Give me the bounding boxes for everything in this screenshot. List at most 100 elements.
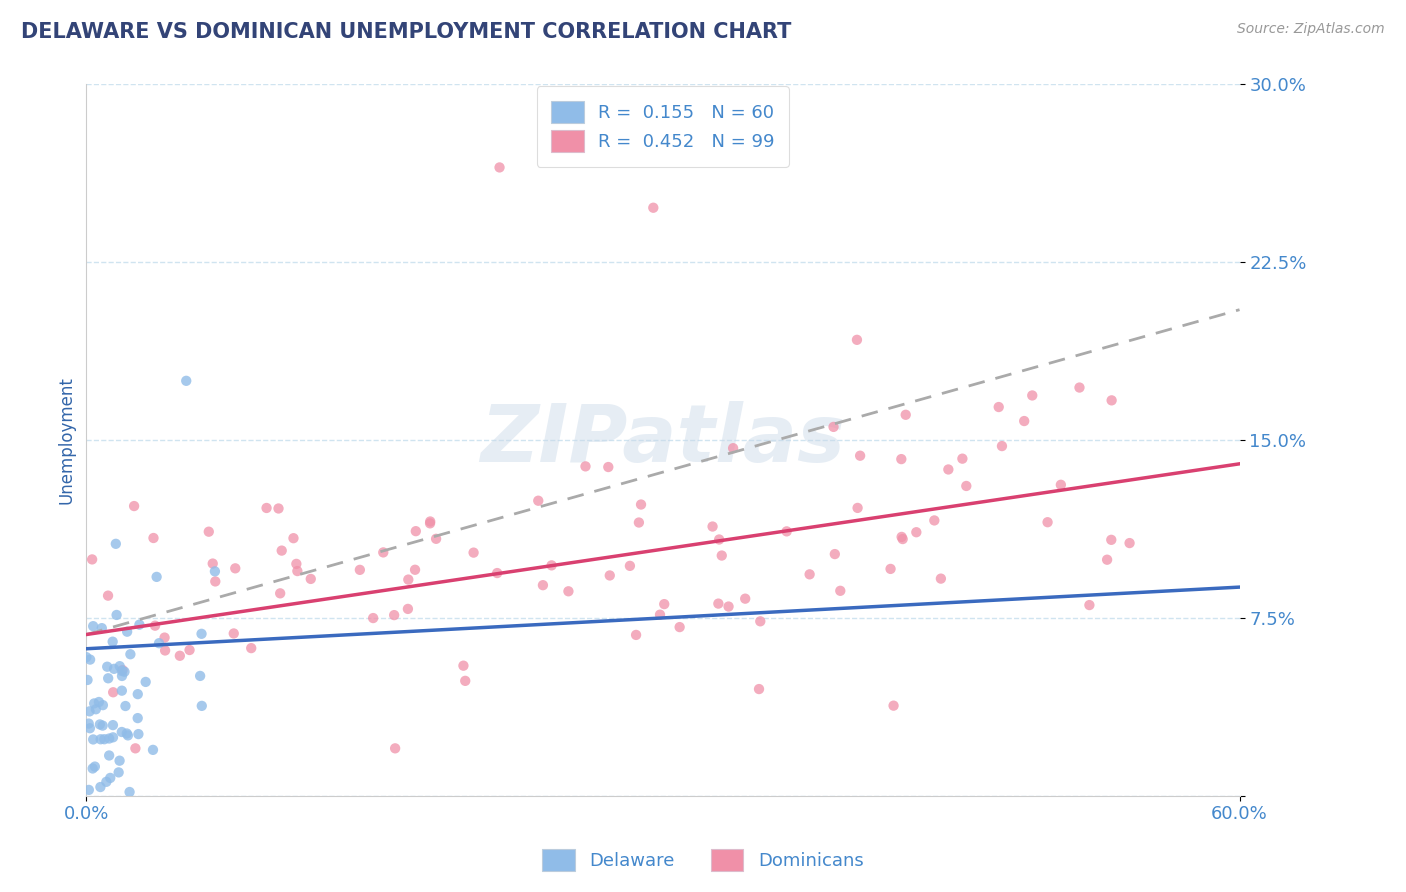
Point (891, 532, 914, 546)
Point (1036, 515, 1059, 529)
Point (107, 765, 129, 780)
Point (256, 500, 278, 515)
Point (90, 732, 112, 747)
Point (883, 698, 905, 713)
Text: ZIPatlas: ZIPatlas (481, 401, 845, 479)
Point (82, 732, 104, 747)
Point (197, 524, 219, 539)
Point (108, 659, 131, 673)
Point (148, 636, 170, 650)
Point (191, 698, 214, 713)
Point (179, 643, 201, 657)
Point (955, 479, 977, 493)
Point (652, 597, 675, 611)
Point (101, 685, 124, 699)
Point (425, 532, 447, 546)
Point (349, 563, 371, 577)
Point (267, 501, 290, 516)
Point (79, 652, 101, 666)
Point (1021, 388, 1043, 402)
Point (938, 462, 960, 476)
Point (240, 641, 263, 656)
Point (734, 591, 756, 606)
Point (111, 663, 134, 677)
Point (97, 589, 120, 603)
Point (361, 611, 384, 625)
Point (419, 516, 441, 531)
Point (82, 552, 104, 566)
Point (710, 549, 733, 563)
Point (299, 572, 322, 586)
Point (627, 516, 650, 530)
Point (270, 543, 292, 558)
Point (748, 681, 770, 696)
Point (77, 783, 100, 797)
Point (127, 711, 149, 725)
Point (702, 519, 724, 533)
Point (143, 618, 166, 632)
Point (599, 568, 621, 582)
Point (384, 741, 406, 756)
Point (98, 748, 121, 763)
Point (90, 621, 112, 635)
Point (846, 500, 869, 515)
Point (382, 608, 405, 623)
Legend: Delaware, Dominicans: Delaware, Dominicans (536, 842, 870, 879)
Point (540, 558, 562, 573)
Point (114, 665, 136, 679)
Point (929, 572, 952, 586)
Point (396, 602, 419, 616)
Point (96, 659, 118, 673)
Point (82, 762, 104, 776)
Point (987, 400, 1010, 414)
Point (890, 452, 912, 467)
Point (76, 673, 98, 687)
Point (91, 718, 114, 732)
Point (83, 697, 105, 711)
Point (454, 673, 477, 688)
Point (79, 704, 101, 718)
Point (190, 627, 212, 641)
Point (879, 562, 901, 576)
Text: DELAWARE VS DOMINICAN UNEMPLOYMENT CORRELATION CHART: DELAWARE VS DOMINICAN UNEMPLOYMENT CORRE… (21, 22, 792, 42)
Point (111, 669, 134, 683)
Point (823, 420, 845, 434)
Point (419, 515, 441, 529)
Point (1078, 598, 1101, 612)
Point (115, 726, 138, 740)
Point (104, 537, 127, 551)
Point (124, 741, 146, 756)
Point (93, 732, 115, 747)
Point (648, 607, 671, 622)
Point (201, 557, 224, 571)
Point (1101, 393, 1123, 408)
Point (91, 698, 114, 713)
Point (396, 573, 419, 587)
Point (404, 563, 426, 577)
Point (77, 716, 100, 731)
Point (776, 524, 799, 539)
Point (630, 498, 652, 512)
Point (486, 566, 509, 580)
Point (188, 669, 211, 683)
Point (204, 574, 226, 589)
Point (127, 687, 149, 701)
Point (127, 727, 149, 741)
Point (101, 731, 124, 745)
Point (87, 695, 110, 709)
Point (905, 525, 928, 540)
Point (1050, 477, 1073, 491)
Point (1012, 414, 1035, 428)
Point (135, 674, 157, 689)
Point (707, 597, 730, 611)
Point (79, 721, 101, 735)
Point (142, 743, 165, 757)
Point (101, 634, 124, 648)
Point (153, 631, 176, 645)
Point (894, 408, 917, 422)
Point (83, 759, 105, 773)
Point (108, 754, 131, 768)
Point (830, 583, 852, 598)
Point (707, 533, 730, 547)
Y-axis label: Unemployment: Unemployment (58, 376, 75, 504)
